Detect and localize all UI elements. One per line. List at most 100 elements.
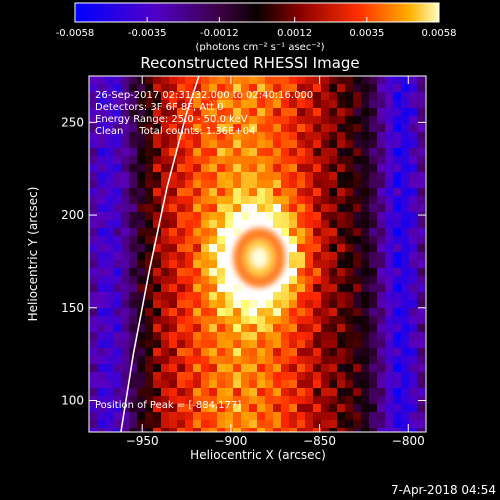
heatmap-cell [369,180,377,188]
colorbar-unit-label: (photons cm⁻² s⁻¹ asec⁻²) [195,42,324,53]
heatmap-cell [273,364,281,372]
heatmap-cell [241,204,249,212]
heatmap-cell [233,292,241,300]
heatmap-cell [233,124,241,132]
heatmap-cell [113,236,121,244]
heatmap-cell [145,84,153,92]
heatmap-cell [225,356,233,364]
heatmap-cell [265,428,273,432]
heatmap-cell [185,172,193,180]
heatmap-cell [225,100,233,108]
heatmap-cell [113,260,121,268]
heatmap-cell [145,284,153,292]
heatmap-cell [185,276,193,284]
heatmap-cell [249,388,257,396]
heatmap-cell [249,204,257,212]
heatmap-cell [369,284,377,292]
heatmap-cell [393,420,401,428]
heatmap-cell [361,220,369,228]
heatmap-cell [409,332,417,340]
heatmap-cell [369,268,377,276]
heatmap-cell [201,316,209,324]
heatmap-cell [273,348,281,356]
heatmap-cell [353,388,361,396]
heatmap-cell [225,76,233,84]
heatmap-cell [313,308,321,316]
heatmap-cell [401,372,409,380]
heatmap-cell [257,356,265,364]
heatmap-cell [321,92,329,100]
heatmap-cell [281,220,289,228]
heatmap-cell [337,308,345,316]
heatmap-cell [305,348,313,356]
heatmap-cell [153,244,161,252]
heatmap-cell [345,412,353,420]
heatmap-cell [161,260,169,268]
heatmap-cell [249,340,257,348]
heatmap-cell [273,396,281,404]
heatmap-cell [321,380,329,388]
heatmap-cell [337,188,345,196]
heatmap-cell [401,148,409,156]
heatmap-cell [321,428,329,432]
heatmap-cell [377,388,385,396]
heatmap-cell [321,108,329,116]
heatmap-cell [329,252,337,260]
heatmap-cell [305,364,313,372]
heatmap-cell [201,228,209,236]
heatmap-cell [361,260,369,268]
heatmap-cell [345,388,353,396]
heatmap-cell [185,372,193,380]
heatmap-cell [217,364,225,372]
heatmap-cell [329,300,337,308]
heatmap-cell [225,268,233,276]
heatmap-cell [113,204,121,212]
heatmap-cell [153,316,161,324]
heatmap-cell [145,412,153,420]
heatmap-cell [393,180,401,188]
heatmap-cell [273,84,281,92]
heatmap-cell [329,340,337,348]
heatmap-cell [161,172,169,180]
heatmap-cell [169,252,177,260]
heatmap-cell [369,388,377,396]
heatmap-cell [281,204,289,212]
heatmap-cell [417,244,425,252]
heatmap-cell [385,324,393,332]
heatmap-cell [377,124,385,132]
heatmap-cell [241,356,249,364]
heatmap-cell [161,148,169,156]
heatmap-cell [121,108,129,116]
heatmap-cell [113,276,121,284]
heatmap-cell [281,428,289,432]
heatmap-cell [329,156,337,164]
heatmap-cell [353,76,361,84]
heatmap-cell [225,148,233,156]
heatmap-cell [345,212,353,220]
heatmap-cell [225,228,233,236]
heatmap-cell [305,92,313,100]
heatmap-cell [377,228,385,236]
heatmap-cell [401,420,409,428]
heatmap-cell [377,396,385,404]
heatmap-cell [153,212,161,220]
heatmap-cell [129,308,137,316]
heatmap-cell [257,324,265,332]
heatmap-cell [369,332,377,340]
heatmap-cell [345,204,353,212]
heatmap-cell [177,252,185,260]
heatmap-cell [241,92,249,100]
heatmap-cell [305,140,313,148]
heatmap-cell [145,348,153,356]
heatmap-cell [209,196,217,204]
heatmap-cell [169,132,177,140]
heatmap-cell [401,308,409,316]
heatmap-cell [361,172,369,180]
heatmap-cell [217,148,225,156]
heatmap-cell [177,236,185,244]
heatmap-cell [393,356,401,364]
heatmap-cell [161,324,169,332]
heatmap-cell [417,292,425,300]
heatmap-cell [113,180,121,188]
heatmap-cell [177,412,185,420]
